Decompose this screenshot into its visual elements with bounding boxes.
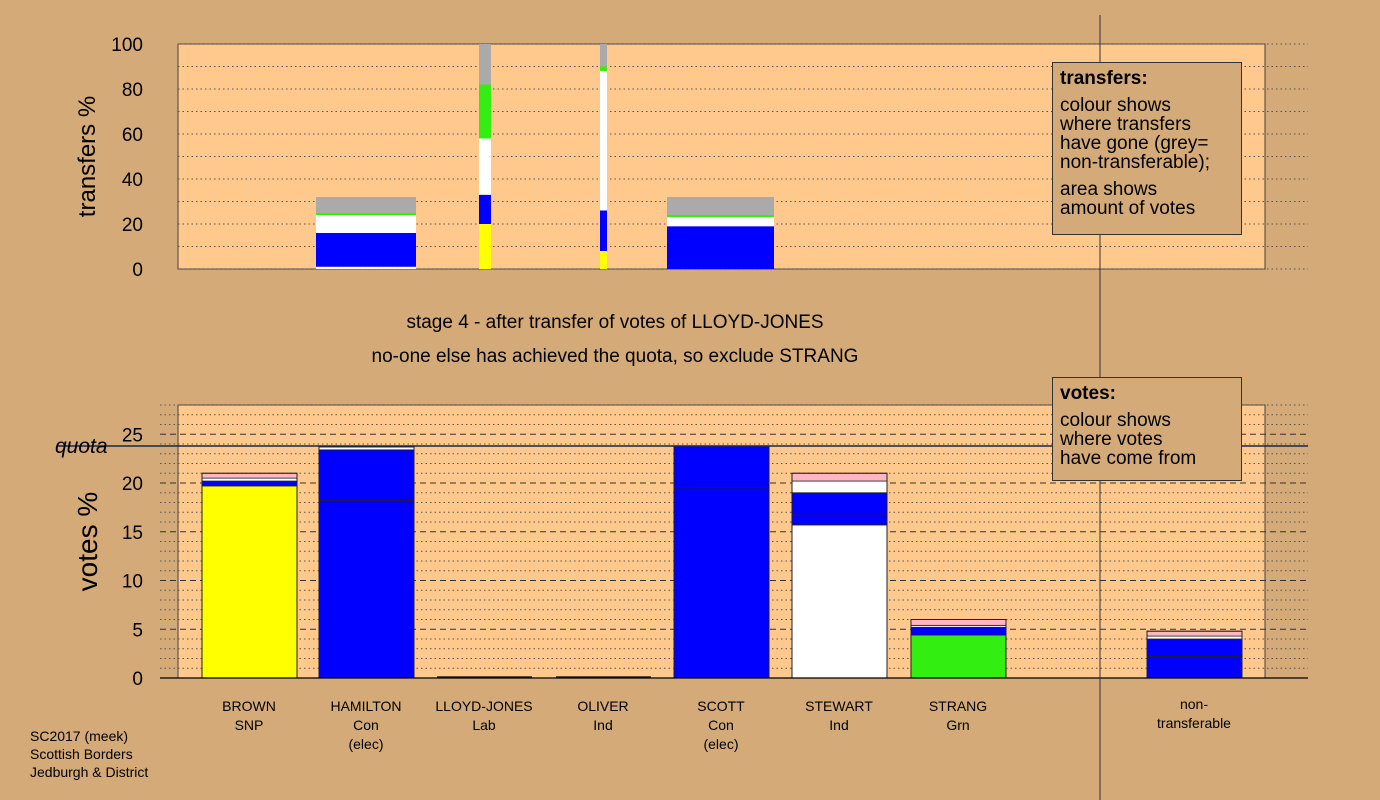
candidate-label: LLOYD-JONES <box>435 698 532 714</box>
votes-legend-line: colour shows <box>1060 410 1171 431</box>
transfers-legend: transfers: colour shows where transfers … <box>1052 62 1242 235</box>
vote-segment <box>201 485 298 679</box>
transfers-legend-line: amount of votes <box>1060 198 1196 219</box>
transfer-segment <box>316 197 416 213</box>
transfer-segment <box>667 215 774 218</box>
votes-y-tick-label: 10 <box>122 572 143 593</box>
transfer-segment <box>600 210 607 251</box>
stage-line-2: no-one else has achieved the quota, so e… <box>371 346 859 367</box>
vote-segment <box>201 472 298 479</box>
votes-legend-title: votes: <box>1060 383 1116 404</box>
votes-y-tick-label: 15 <box>122 523 143 544</box>
candidate-label: SCOTT <box>697 698 745 714</box>
transfers-legend-line: colour shows <box>1060 95 1171 116</box>
votes-y-tick-label: 5 <box>132 620 143 641</box>
transfer-segment <box>479 224 491 269</box>
votes-legend: votes: colour shows where votes have com… <box>1052 377 1242 481</box>
candidate-label: STRANG <box>929 698 987 714</box>
nontransferable-label: transferable <box>1157 715 1231 731</box>
votes-y-axis-label: votes % <box>72 492 103 592</box>
candidate-label: SNP <box>235 717 264 733</box>
footer-line: Scottish Borders <box>30 746 133 762</box>
candidate-label: (elec) <box>703 736 738 752</box>
footer-caption: SC2017 (meek) Scottish Borders Jedburgh … <box>30 727 148 781</box>
transfers-y-tick-label: 0 <box>132 260 143 281</box>
vote-segment <box>791 492 888 516</box>
transfer-segment <box>600 251 607 269</box>
vote-segment <box>1146 630 1243 637</box>
candidate-label: Lab <box>472 717 496 733</box>
candidate-label: Con <box>353 717 379 733</box>
transfers-y-tick-label: 40 <box>122 170 143 191</box>
footer-line: SC2017 (meek) <box>30 728 129 744</box>
footer-line: Jedburgh & District <box>30 764 149 780</box>
candidate-label: HAMILTON <box>330 698 401 714</box>
candidate-label: STEWART <box>805 698 873 714</box>
transfer-segment <box>667 197 774 215</box>
transfer-segment <box>479 84 491 139</box>
candidate-label: BROWN <box>222 698 276 714</box>
vote-segment <box>1146 656 1243 679</box>
transfer-segment <box>667 226 774 269</box>
vote-segment <box>791 524 888 679</box>
transfer-segment <box>600 44 607 67</box>
transfer-segment <box>316 212 416 215</box>
transfers-y-tick-label: 80 <box>122 80 143 101</box>
quota-label: quota <box>55 435 108 458</box>
vote-segment <box>910 634 1007 679</box>
vote-segment <box>318 500 415 679</box>
transfer-segment <box>600 71 607 211</box>
nontransferable-label: non- <box>1180 696 1208 712</box>
vote-segment <box>910 619 1007 626</box>
transfer-segment <box>316 266 416 269</box>
candidate-label: Ind <box>593 717 612 733</box>
votes-y-tick-label: 0 <box>132 669 143 690</box>
vote-segment <box>1146 635 1243 640</box>
transfers-legend-line: non-transferable); <box>1060 152 1210 173</box>
candidate-label: Grn <box>946 717 969 733</box>
transfer-segment <box>479 138 491 195</box>
transfers-legend-line: have gone (grey= <box>1060 133 1209 154</box>
vote-segment <box>791 514 888 526</box>
vote-segment <box>791 472 888 482</box>
votes-legend-line: where votes <box>1060 429 1163 450</box>
transfers-y-axis-label: transfers % <box>74 96 101 217</box>
transfer-segment <box>479 194 491 224</box>
transfer-segment <box>479 44 491 85</box>
stage-line-1: stage 4 - after transfer of votes of LLO… <box>406 312 824 333</box>
votes-y-tick-label: 25 <box>122 425 143 446</box>
transfers-y-tick-label: 100 <box>111 35 143 56</box>
votes-y-tick-label: 20 <box>122 474 143 495</box>
vote-segment <box>673 445 770 489</box>
candidate-label: Ind <box>829 717 848 733</box>
vote-segment <box>791 480 888 494</box>
transfer-segment <box>667 217 774 227</box>
transfer-segment <box>316 215 416 233</box>
candidate-label: Con <box>708 717 734 733</box>
transfers-y-tick-label: 20 <box>122 215 143 236</box>
transfers-legend-line: where transfers <box>1060 114 1191 135</box>
transfers-legend-title: transfers: <box>1060 68 1148 89</box>
candidate-label: OLIVER <box>577 698 628 714</box>
vote-segment <box>910 626 1007 636</box>
transfers-y-tick-label: 60 <box>122 125 143 146</box>
transfers-legend-line: area shows <box>1060 179 1158 200</box>
vote-segment <box>201 480 298 487</box>
vote-segment <box>201 477 298 482</box>
transfer-segment <box>316 233 416 267</box>
votes-legend-line: have come from <box>1060 448 1197 469</box>
vote-segment <box>1146 638 1243 657</box>
transfer-segment <box>600 66 607 71</box>
vote-segment <box>318 449 415 501</box>
vote-segment <box>673 487 770 679</box>
candidate-label: (elec) <box>348 736 383 752</box>
